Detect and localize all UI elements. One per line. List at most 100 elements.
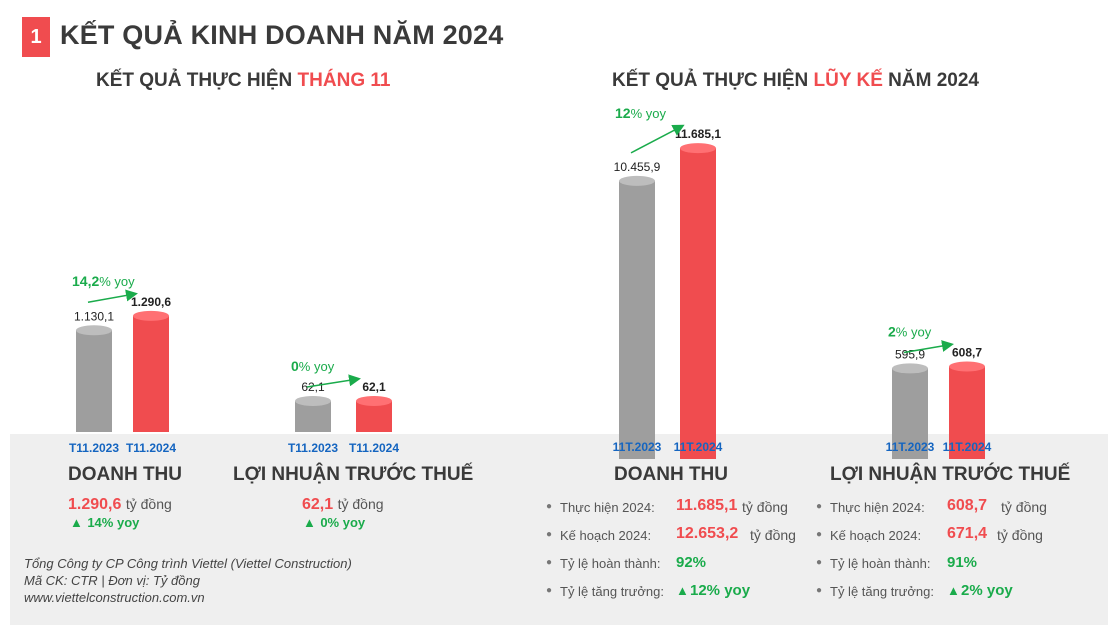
bar-cap: [680, 143, 716, 154]
profit-summary-unit: tỷ đồng: [337, 496, 384, 512]
chart-2-title: LỢI NHUẬN TRƯỚC THUẾ: [233, 464, 474, 485]
chart-1-title: DOANH THU: [68, 464, 182, 485]
detail-row: ● Tỷ lệ hoàn thành: 92%: [546, 552, 806, 580]
detail-value: 11.685,1: [676, 497, 738, 514]
chart-3-title: DOANH THU: [614, 464, 728, 485]
revenue-summary-value: 1.290,6: [68, 496, 122, 513]
detail-row: ● Tỷ lệ tăng trưởng: ▲ 12% yoy: [546, 580, 806, 608]
section-number-badge: 1: [22, 17, 50, 57]
footer: Tổng Công ty CP Công trình Viettel (Viet…: [24, 555, 352, 606]
tick-label: 11T.2024: [674, 440, 723, 454]
right-subtitle-suffix: NĂM 2024: [882, 70, 979, 91]
bar-cap: [619, 175, 655, 186]
tick-label: T11.2023: [288, 441, 338, 455]
revenue-summary-unit: tỷ đồng: [125, 496, 172, 512]
bar: [76, 330, 112, 432]
detail-value: 91%: [947, 554, 978, 571]
detail-row: ● Tỷ lệ tăng trưởng: ▲ 2% yoy: [816, 580, 1076, 608]
bar: [356, 400, 392, 432]
right-subtitle-prefix: KẾT QUẢ THỰC HIỆN: [612, 70, 814, 91]
bottom-panel: [10, 434, 1108, 625]
growth-arrow: [87, 289, 138, 304]
detail-row: ● Tỷ lệ hoàn thành: 91%: [816, 552, 1076, 580]
detail-value: 2% yoy: [961, 582, 1013, 599]
detail-unit: tỷ đồng: [750, 527, 796, 543]
footer-website: www.viettelconstruction.com.vn: [24, 590, 205, 605]
footer-ticker-unit: Mã CK: CTR | Đơn vị: Tỷ đồng: [24, 573, 200, 588]
detail-row: ● Kế hoạch 2024: 12.653,2 tỷ đồng: [546, 524, 806, 552]
bar: [892, 368, 928, 459]
bar-cap: [133, 310, 169, 321]
profit-summary-growth-text: 0% yoy: [320, 515, 366, 530]
bullet-icon: ●: [546, 529, 553, 540]
bullet-icon: ●: [816, 501, 823, 512]
growth-label: 0% yoy: [291, 358, 335, 374]
data-label: 10.455,9: [614, 160, 661, 174]
detail-value: 92%: [676, 554, 707, 571]
profit-details: ● Thực hiện 2024: 608,7 tỷ đồng ● Kế hoạ…: [816, 496, 1076, 608]
profit-summary-growth: ▲ 0% yoy: [303, 514, 365, 532]
bullet-icon: ●: [546, 501, 553, 512]
left-subtitle-highlight: THÁNG 11: [297, 70, 391, 91]
data-label: 595,9: [895, 347, 925, 361]
bar: [680, 148, 716, 460]
detail-unit: tỷ đồng: [997, 527, 1043, 543]
detail-label: Kế hoạch 2024:: [830, 528, 922, 543]
detail-label: Tỷ lệ tăng trưởng:: [560, 584, 664, 599]
detail-unit: tỷ đồng: [742, 499, 788, 515]
detail-label: Thực hiện 2024:: [560, 500, 655, 515]
bar-cap: [295, 395, 331, 406]
bullet-icon: ●: [816, 529, 823, 540]
detail-label: Tỷ lệ hoàn thành:: [560, 556, 661, 571]
tick-label: T11.2023: [69, 441, 119, 455]
tick-label: 11T.2024: [943, 440, 992, 454]
growth-label: 14,2% yoy: [72, 273, 135, 289]
data-label: 11.685,1: [675, 127, 721, 141]
data-label: 608,7: [952, 345, 982, 359]
detail-label: Tỷ lệ tăng trưởng:: [830, 584, 934, 599]
detail-value: 12.653,2: [676, 525, 739, 542]
revenue-summary-growth-text: 14% yoy: [87, 515, 140, 530]
detail-label: Thực hiện 2024:: [830, 500, 925, 515]
right-subtitle-highlight: LŨY KẾ: [813, 70, 883, 91]
tick-label: 11T.2023: [886, 440, 935, 454]
chart-4-title: LỢI NHUẬN TRƯỚC THUẾ: [830, 464, 1071, 485]
bar: [295, 400, 331, 432]
bar: [619, 180, 655, 460]
detail-value: 671,4: [947, 525, 988, 542]
detail-value: 608,7: [947, 497, 988, 514]
detail-value: 12% yoy: [690, 582, 751, 599]
detail-label: Kế hoạch 2024:: [560, 528, 652, 543]
growth-arrow: [630, 124, 685, 154]
page-title: KẾT QUẢ KINH DOANH NĂM 2024: [60, 20, 504, 50]
bar-cap: [949, 361, 985, 372]
growth-arrow: [306, 374, 361, 388]
bullet-icon: ●: [546, 557, 553, 568]
profit-summary: 62,1 tỷ đồng: [302, 496, 384, 514]
bar: [949, 366, 985, 459]
left-subtitle-prefix: KẾT QUẢ THỰC HIỆN: [96, 70, 298, 91]
detail-label: Tỷ lệ hoàn thành:: [830, 556, 931, 571]
tick-label: 11T.2023: [613, 440, 662, 454]
bar-cap: [76, 325, 112, 336]
bullet-icon: ●: [546, 585, 553, 596]
data-label: 62,1: [362, 380, 386, 394]
data-label: 62,1: [301, 380, 325, 394]
detail-row: ● Kế hoạch 2024: 671,4 tỷ đồng: [816, 524, 1076, 552]
up-triangle-icon: ▲: [947, 583, 960, 598]
growth-arrow: [903, 340, 954, 354]
growth-label: 2% yoy: [888, 323, 932, 339]
tick-label: T11.2024: [349, 441, 399, 455]
right-subtitle: KẾT QUẢ THỰC HIỆN LŨY KẾ NĂM 2024: [612, 70, 979, 92]
bullet-icon: ●: [816, 557, 823, 568]
bar-cap: [356, 395, 392, 406]
up-triangle-icon: ▲: [676, 583, 689, 598]
growth-label: 12% yoy: [615, 105, 666, 121]
revenue-summary: 1.290,6 tỷ đồng: [68, 496, 172, 514]
bar: [133, 315, 169, 432]
data-label: 1.290,6: [131, 295, 171, 309]
tick-label: T11.2024: [126, 441, 176, 455]
up-triangle-icon: ▲: [70, 515, 83, 530]
bullet-icon: ●: [816, 585, 823, 596]
